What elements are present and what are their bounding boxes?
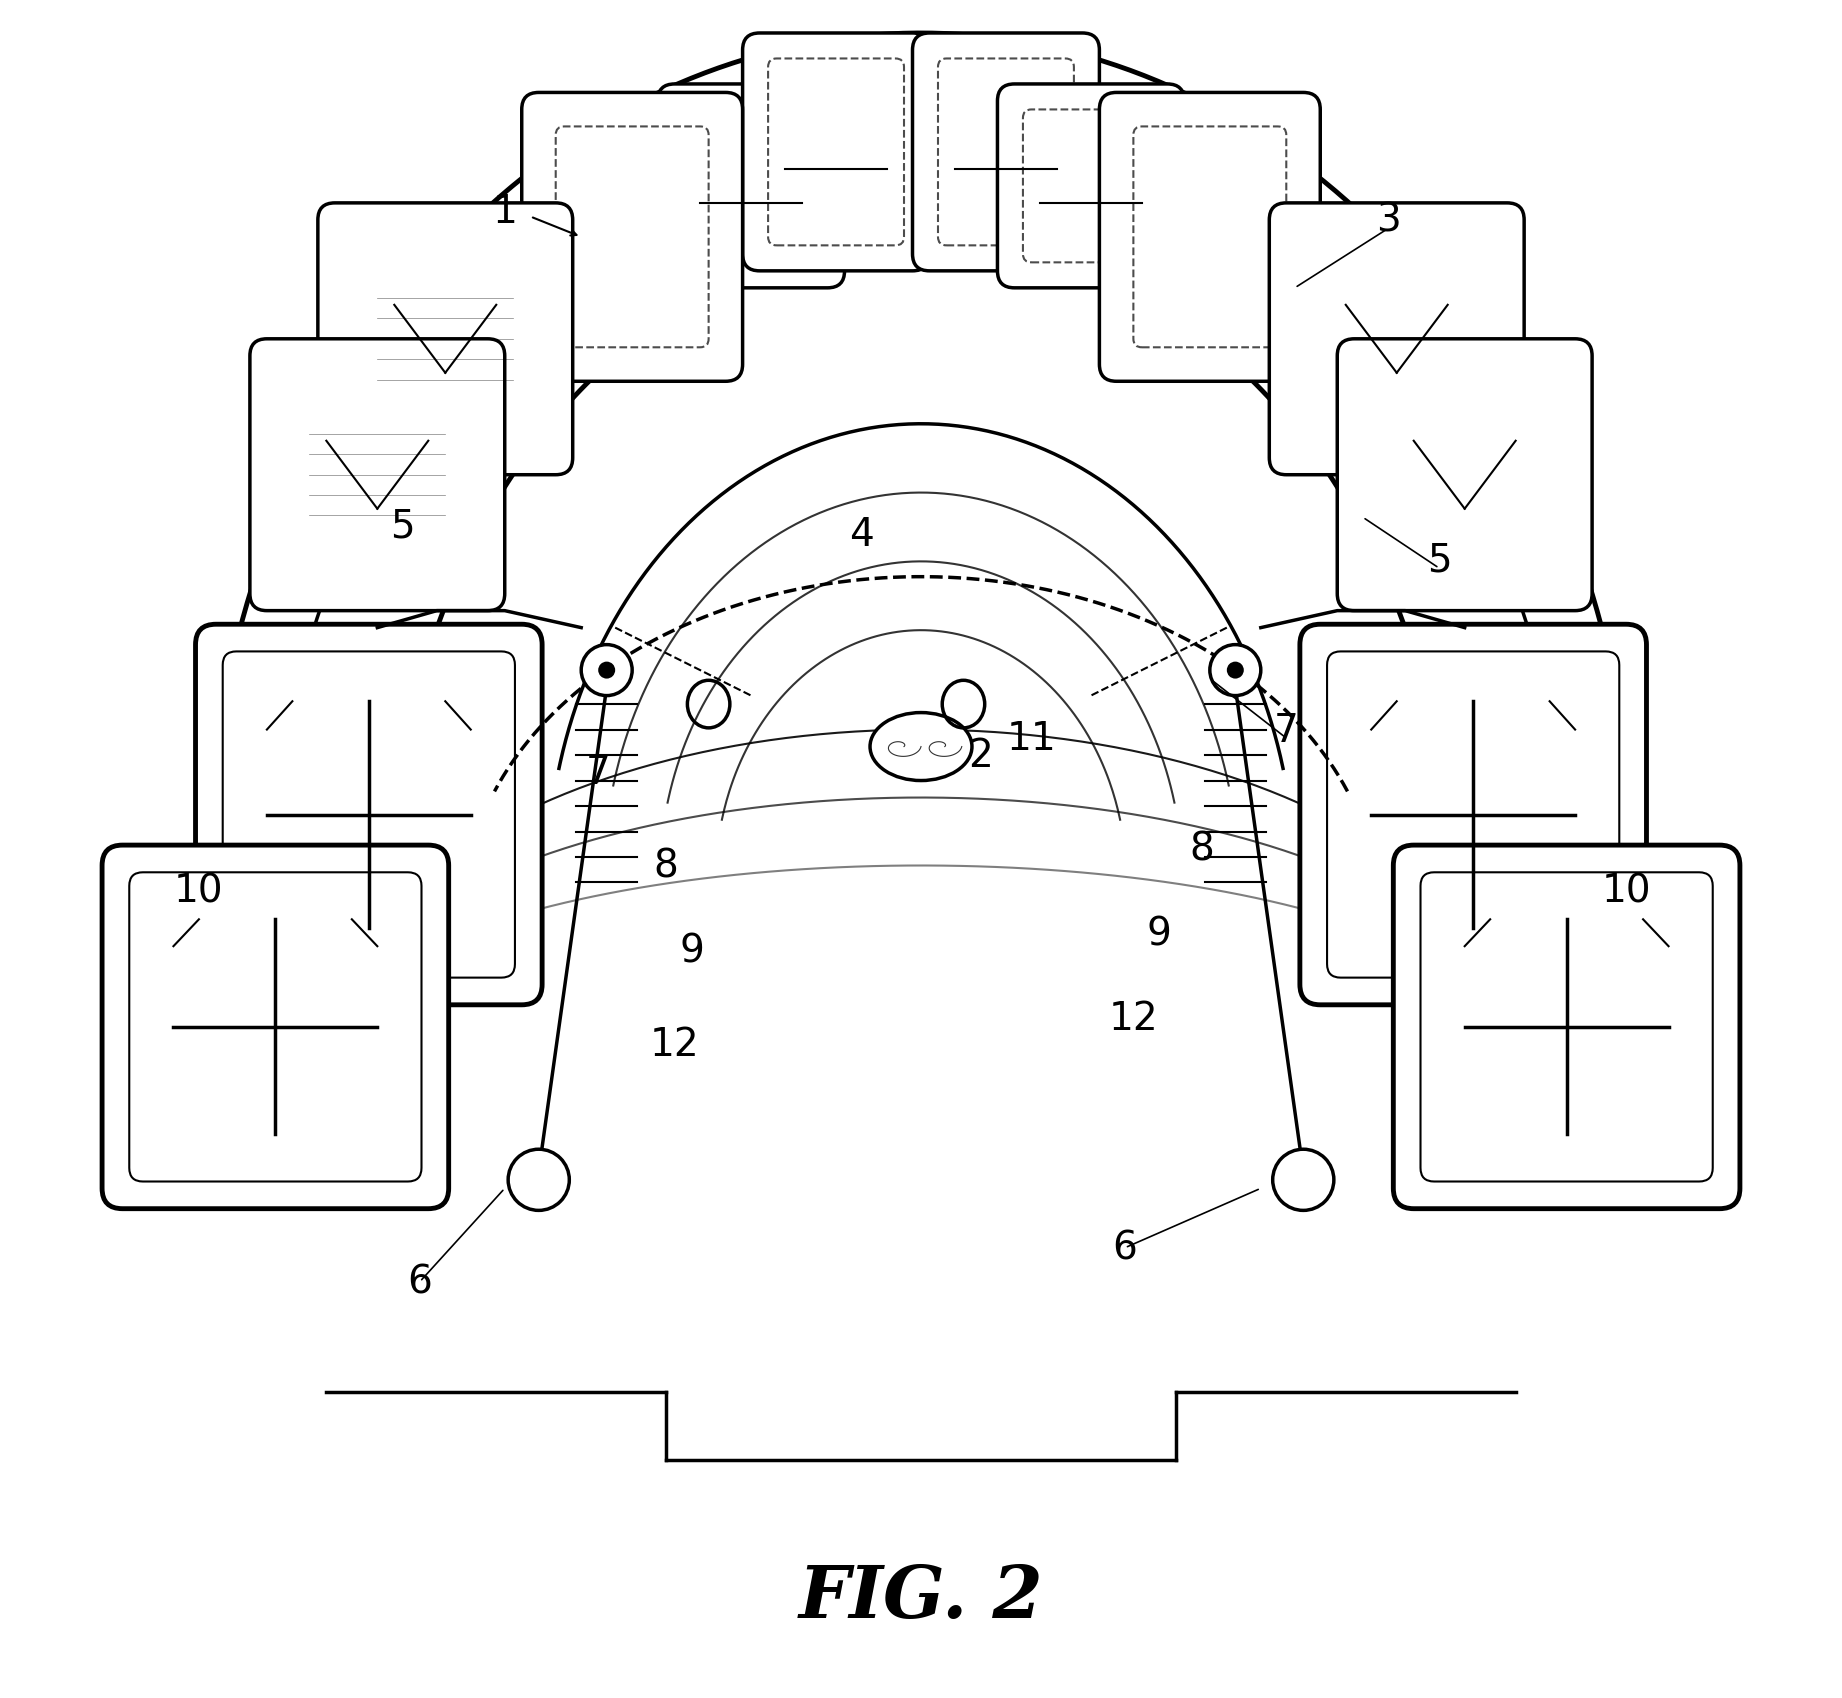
Text: 12: 12 — [650, 1026, 700, 1063]
Text: 2: 2 — [969, 737, 993, 774]
Text: 10: 10 — [1601, 873, 1650, 910]
Text: 6: 6 — [407, 1263, 433, 1301]
Circle shape — [1210, 645, 1260, 696]
Text: 8: 8 — [654, 847, 678, 885]
Circle shape — [508, 1150, 569, 1211]
Text: 3: 3 — [1376, 202, 1400, 239]
FancyBboxPatch shape — [1393, 846, 1741, 1209]
FancyBboxPatch shape — [998, 85, 1184, 289]
Circle shape — [599, 662, 615, 679]
Text: 9: 9 — [680, 932, 704, 970]
Text: 6: 6 — [1113, 1229, 1137, 1267]
Text: FIG. 2: FIG. 2 — [799, 1560, 1043, 1632]
FancyBboxPatch shape — [319, 204, 573, 475]
FancyBboxPatch shape — [521, 93, 742, 382]
FancyBboxPatch shape — [101, 846, 449, 1209]
FancyBboxPatch shape — [658, 85, 844, 289]
FancyBboxPatch shape — [1337, 340, 1591, 611]
FancyBboxPatch shape — [912, 34, 1100, 272]
Text: 5: 5 — [391, 508, 414, 545]
Text: 1: 1 — [492, 194, 518, 231]
Text: 10: 10 — [175, 873, 223, 910]
FancyBboxPatch shape — [1300, 625, 1647, 1005]
Text: 11: 11 — [1006, 720, 1055, 757]
Circle shape — [582, 645, 632, 696]
FancyBboxPatch shape — [742, 34, 930, 272]
Ellipse shape — [869, 713, 973, 781]
FancyBboxPatch shape — [1100, 93, 1321, 382]
Text: 7: 7 — [1275, 711, 1299, 749]
Text: 9: 9 — [1146, 915, 1172, 953]
Text: 5: 5 — [1428, 542, 1451, 579]
Text: 7: 7 — [586, 754, 612, 791]
FancyBboxPatch shape — [1269, 204, 1523, 475]
Circle shape — [1273, 1150, 1334, 1211]
Circle shape — [1227, 662, 1243, 679]
FancyBboxPatch shape — [195, 625, 542, 1005]
Text: 12: 12 — [1109, 1000, 1159, 1037]
Text: 4: 4 — [849, 516, 873, 554]
FancyBboxPatch shape — [251, 340, 505, 611]
Text: 8: 8 — [1188, 830, 1214, 868]
